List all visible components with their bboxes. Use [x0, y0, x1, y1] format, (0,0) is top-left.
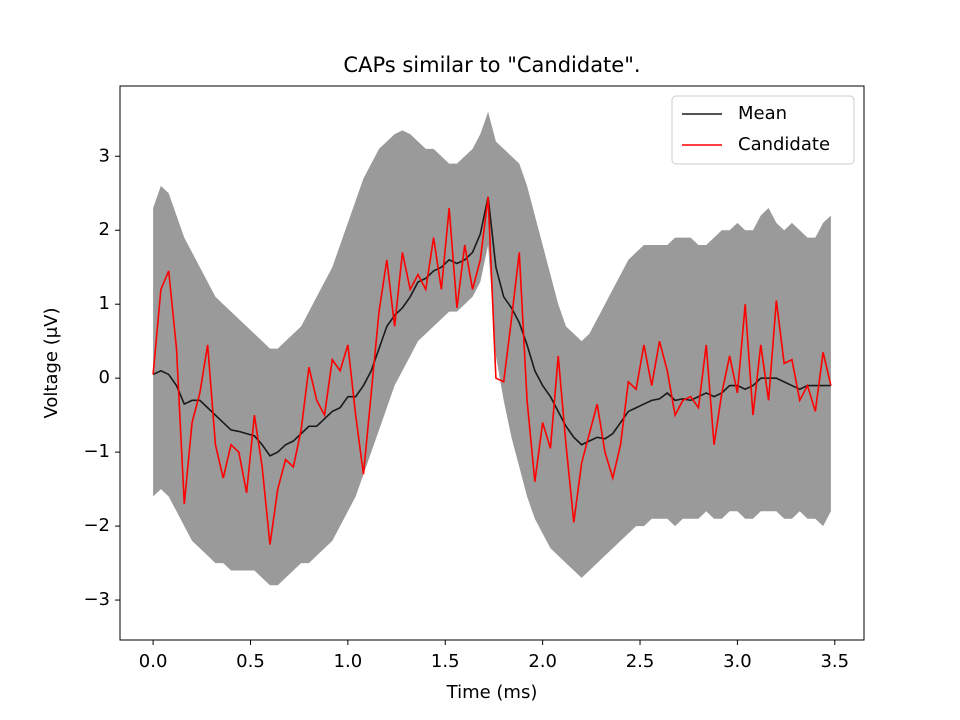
y-tick-label: 2 [99, 219, 110, 240]
y-tick-label: −1 [83, 441, 110, 462]
chart-title: CAPs similar to "Candidate". [343, 53, 640, 77]
plot-frame [119, 85, 865, 641]
x-tick-label: 3.5 [820, 651, 849, 672]
x-tick-label: 2.0 [528, 651, 557, 672]
x-tick-label: 0.5 [236, 651, 265, 672]
trace-band [153, 111, 831, 586]
series-line [152, 196, 831, 457]
y-tick-label: −3 [83, 589, 110, 610]
x-tick-label: 1.5 [431, 651, 460, 672]
x-axis-label: Time (ms) [446, 682, 538, 703]
y-tick-label: 0 [99, 367, 110, 388]
x-tick-label: 1.0 [334, 651, 363, 672]
y-tick-label: 3 [99, 145, 110, 166]
legend-label: Mean [738, 103, 787, 124]
series-line [152, 196, 832, 545]
legend-label: Candidate [738, 134, 830, 155]
y-axis-label: Voltage (μV) [41, 307, 62, 418]
x-tick-label: 3.0 [723, 651, 752, 672]
x-tick-label: 0.0 [139, 651, 168, 672]
x-tick-label: 2.5 [626, 651, 655, 672]
y-tick-label: 1 [99, 293, 110, 314]
legend-box [671, 95, 855, 165]
y-tick-label: −2 [83, 515, 110, 536]
